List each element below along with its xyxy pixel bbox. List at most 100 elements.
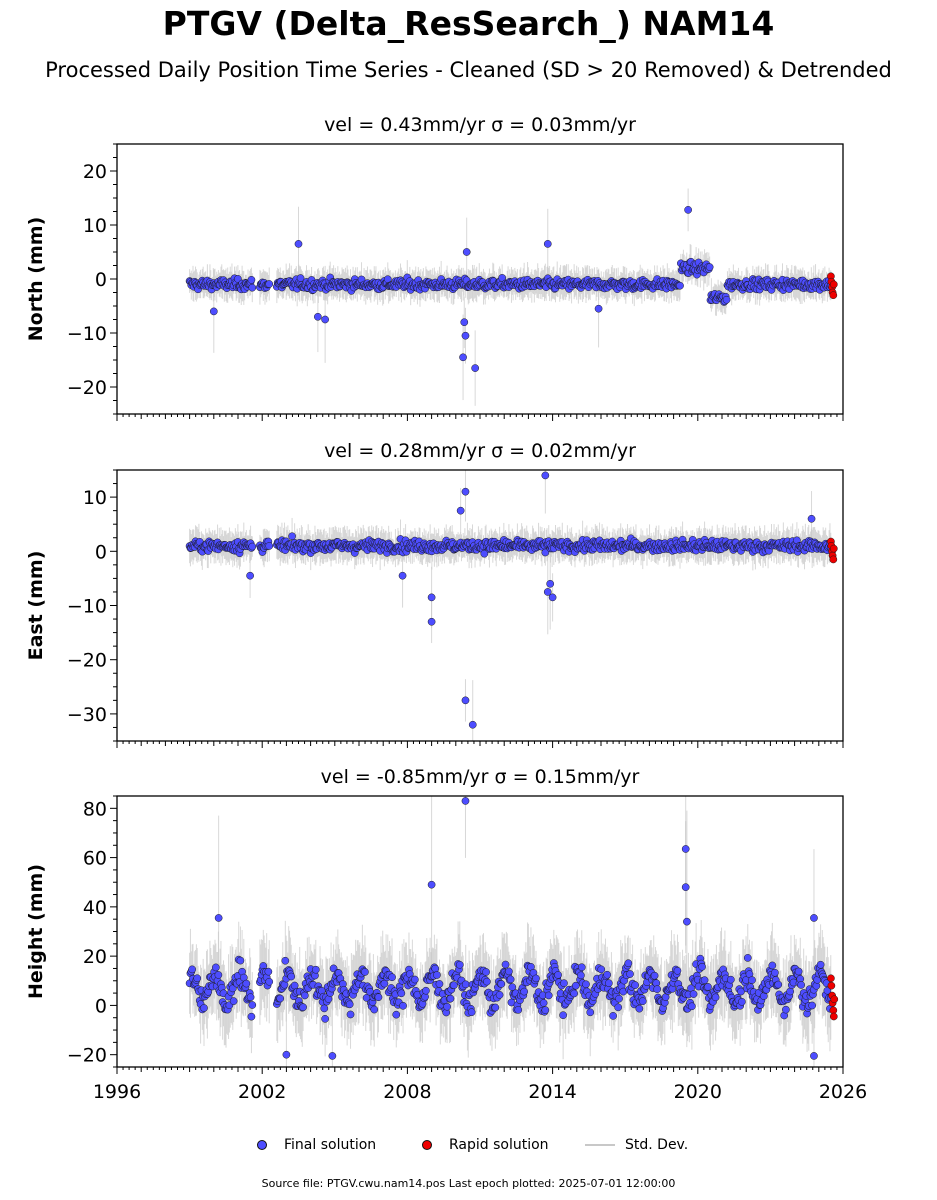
final-point <box>560 979 568 988</box>
final-point <box>810 914 818 922</box>
final-point <box>722 295 731 304</box>
final-point <box>482 968 490 976</box>
final-point <box>597 965 606 974</box>
final-point <box>282 1050 291 1059</box>
final-point <box>704 983 712 991</box>
final-point <box>543 240 552 248</box>
final-point <box>603 970 612 979</box>
final-point <box>609 1012 617 1020</box>
final-point <box>455 960 464 969</box>
y-tick-label: −30 <box>67 704 107 726</box>
final-point <box>399 1001 407 1010</box>
final-point <box>247 276 256 284</box>
final-point <box>236 956 245 965</box>
y-tick-label: 0 <box>95 541 107 563</box>
final-point <box>265 542 274 550</box>
rapid-points-height <box>827 974 839 1021</box>
final-point <box>435 980 444 988</box>
y-tick-label: −10 <box>67 596 107 618</box>
panel-title-north: vel = 0.43mm/yr σ = 0.03mm/yr <box>324 114 636 136</box>
y-tick-label: 20 <box>83 161 107 183</box>
final-point <box>468 720 477 729</box>
final-point <box>422 986 430 995</box>
y-tick-label: −10 <box>67 323 107 345</box>
final-point <box>321 315 329 324</box>
final-point <box>461 487 470 496</box>
final-point <box>248 283 257 292</box>
final-point <box>684 206 692 214</box>
final-point <box>816 960 825 969</box>
final-point <box>605 979 613 988</box>
final-point <box>188 965 196 974</box>
y-axis-label-east: East (mm) <box>25 551 47 661</box>
final-point <box>782 1005 790 1014</box>
final-point <box>461 797 470 805</box>
final-point <box>653 985 661 993</box>
page-subtitle: Processed Daily Position Time Series - C… <box>45 58 892 82</box>
final-point <box>461 331 470 340</box>
rapid-points-north <box>827 272 838 300</box>
x-tick-label: 2014 <box>528 1081 576 1103</box>
final-point <box>214 914 223 922</box>
panel-title-east: vel = 0.28mm/yr σ = 0.02mm/yr <box>324 440 636 462</box>
rapid-point <box>829 280 838 289</box>
final-point <box>808 1001 816 1010</box>
final-point <box>577 971 585 980</box>
final-point <box>544 991 553 1000</box>
final-point <box>480 549 489 558</box>
x-tick-label: 2008 <box>383 1081 431 1103</box>
final-point <box>737 997 746 1006</box>
final-point <box>247 1012 256 1021</box>
final-point <box>242 979 251 988</box>
final-point <box>370 1005 379 1014</box>
final-point <box>624 959 633 968</box>
final-point <box>411 975 419 984</box>
final-point <box>456 506 465 515</box>
final-point <box>431 964 440 973</box>
final-points-north <box>185 206 835 372</box>
panel-east: vel = 0.28mm/yr σ = 0.02mm/yr −30 −20 −10 0 1… <box>25 440 844 748</box>
final-point <box>467 1008 476 1017</box>
final-point <box>594 304 603 313</box>
final-point <box>398 571 407 580</box>
final-point <box>212 963 220 972</box>
final-point <box>676 281 684 290</box>
final-point <box>774 980 783 989</box>
final-point <box>681 845 690 853</box>
final-point <box>374 993 383 1002</box>
final-point <box>433 971 441 979</box>
final-point <box>743 954 752 962</box>
final-point <box>506 975 515 984</box>
final-point <box>650 971 659 980</box>
final-point <box>681 883 690 892</box>
final-point <box>427 880 436 889</box>
final-point <box>229 997 238 1005</box>
std-dev-bars-north <box>189 188 832 406</box>
final-point <box>543 588 552 596</box>
final-point <box>768 961 777 970</box>
final-point <box>689 990 698 998</box>
final-point <box>705 263 714 271</box>
final-point <box>586 1008 595 1017</box>
rapid-point <box>830 995 839 1004</box>
final-point <box>483 977 491 986</box>
final-point <box>443 1002 451 1011</box>
final-point <box>392 1010 401 1019</box>
final-point <box>246 993 255 1002</box>
final-point <box>541 471 550 480</box>
final-point <box>582 980 590 989</box>
final-point <box>248 542 257 551</box>
final-point <box>541 548 550 557</box>
final-point <box>461 980 470 989</box>
plot-frame-east <box>116 469 844 742</box>
panel-title-height: vel = -0.85mm/yr σ = 0.15mm/yr <box>321 766 640 788</box>
rapid-point <box>829 291 838 300</box>
final-point <box>471 364 480 372</box>
final-point <box>571 981 580 990</box>
page-title: PTGV (Delta_ResSearch_) NAM14 <box>162 4 775 43</box>
rapid-points-east <box>827 537 838 564</box>
y-tick-label: −20 <box>67 377 107 399</box>
final-point <box>265 280 274 288</box>
final-point <box>388 973 396 982</box>
